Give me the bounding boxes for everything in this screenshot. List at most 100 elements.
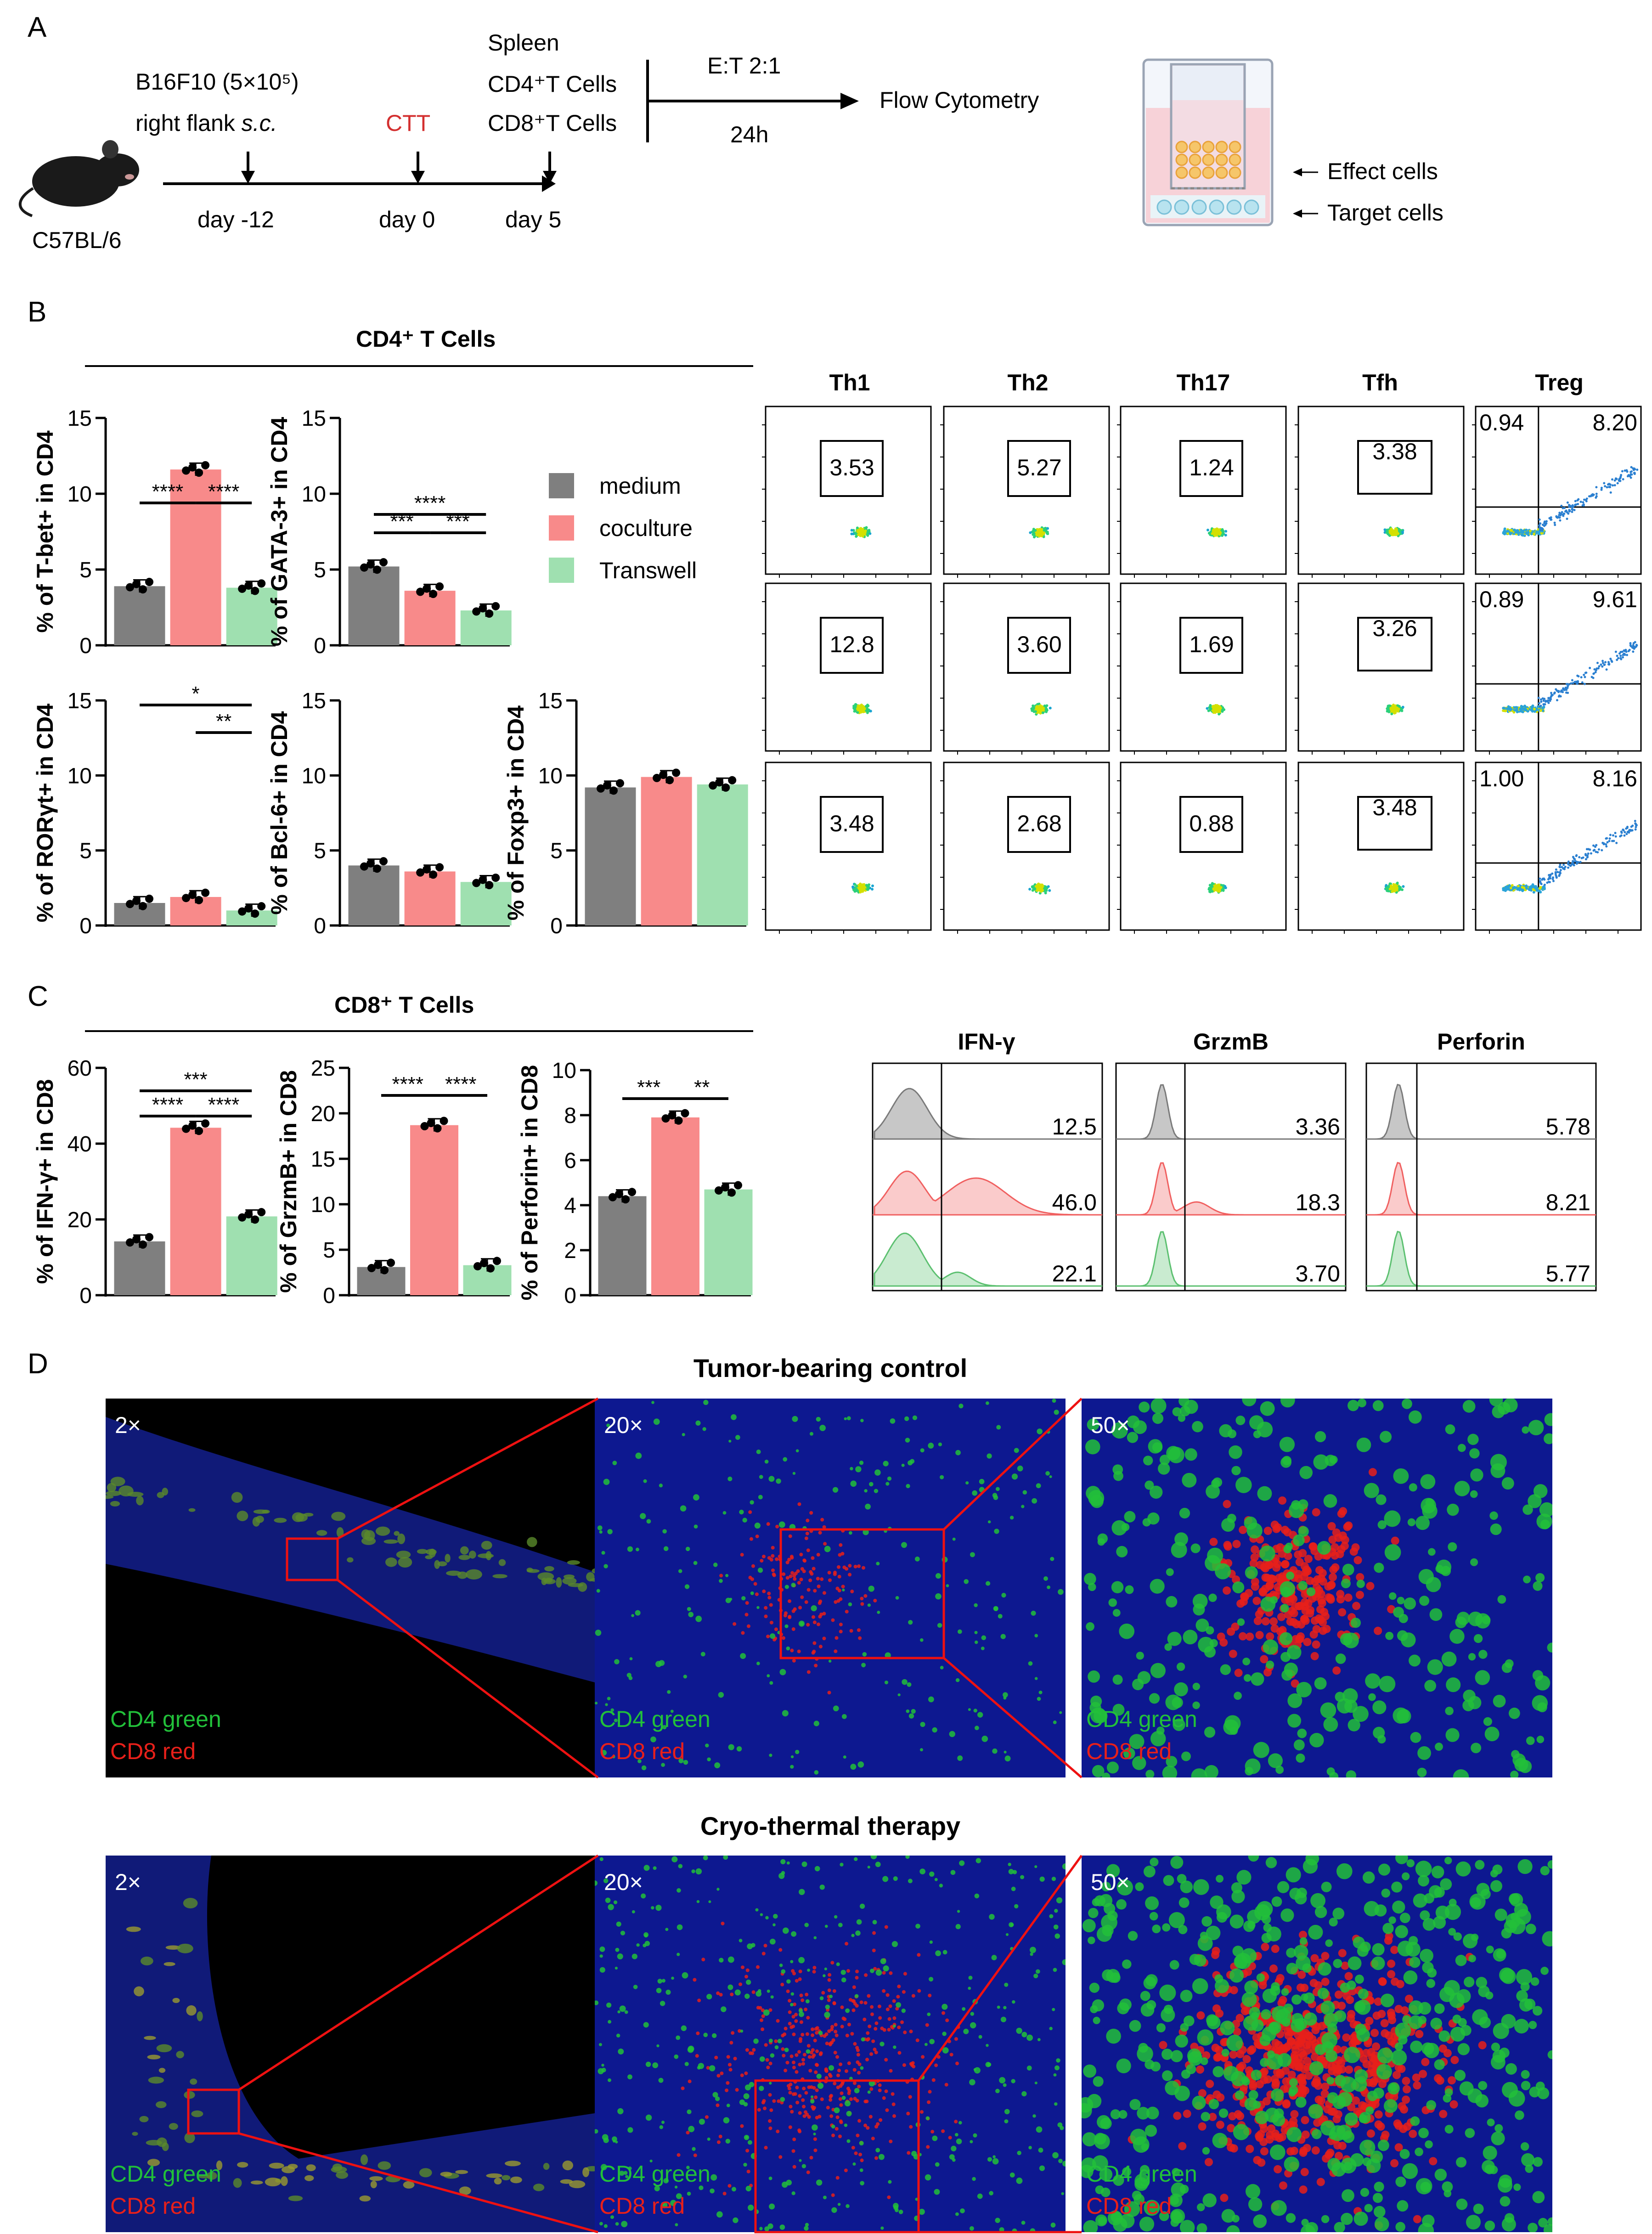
gate-box [1357,617,1432,671]
data-point [661,1114,670,1123]
cd8-cell [829,2114,834,2118]
cd4-cell [1287,1693,1302,1708]
cd4-cell [1398,1613,1408,1624]
cell-cluster [190,2078,197,2085]
cd8-cell [1281,1596,1290,1604]
event-dot [1622,656,1624,659]
tissue-section [106,1856,598,2232]
event-dot [1573,857,1575,860]
cd8-cell [814,2095,818,2099]
cd8-cell [716,2140,721,2144]
cd8-cell [677,2153,681,2157]
cd8-cell [798,1606,802,1610]
cd8-cell [1368,1468,1377,1477]
cd4-cell [629,1657,633,1660]
cd8-cell [841,1585,845,1589]
gate-box [1007,617,1071,674]
cd8-cell [834,2127,839,2131]
cd4-cell [837,2203,841,2206]
cd8-cell [831,2193,835,2197]
cd8-cell [778,2155,783,2159]
cd4-cell [1342,1563,1354,1576]
cd4-cell [1249,1415,1264,1430]
event-dot [1548,881,1551,884]
event-dot [864,705,868,708]
cell-cluster [466,1569,482,1580]
cd8-cell [850,2032,854,2036]
event-dot [1042,532,1045,535]
event-dot [1570,863,1573,866]
cd8-cell [790,1571,795,1575]
cd4-cell [739,1509,744,1515]
event-dot [1402,885,1405,888]
event-dot [1221,528,1224,531]
event-dot [1625,833,1628,835]
data-point [188,891,197,899]
event-dot [867,886,870,889]
cd8-cell [874,2125,879,2129]
event-dot [1532,891,1535,894]
cd4-cell [683,1675,688,1679]
cd8-cell [813,2148,818,2152]
cd4-cell [1043,1576,1048,1581]
cd4-cell [595,1702,598,1705]
cd4-cell [1409,1654,1421,1667]
legend-swatch-coculture [549,515,574,541]
cell-cluster [396,1551,411,1559]
cd8-cell [874,2156,879,2160]
event-dot [862,888,865,891]
event-dot [1539,886,1542,889]
effect-cell [1175,166,1188,179]
cd8-cell [812,1567,816,1571]
event-dot [1622,828,1624,831]
cd8-cell [806,1623,810,1627]
event-dot [1630,466,1633,468]
cd8-cell [872,1931,876,1935]
cd8-cell [818,1645,823,1649]
cd4-cell [1533,1581,1543,1591]
cd8-cell [782,1572,786,1576]
cd4-cell [1190,1543,1201,1553]
event-dot [1612,834,1614,837]
cd4-cell [937,1623,942,1628]
legend-swatch-transwell [549,558,574,583]
significance-label: *** [637,1076,660,1099]
cd4-cell [685,1546,690,1551]
hist-header-perforin: Perforin [1437,1029,1525,1055]
cd8-cell [766,2065,770,2070]
cd4-cell [1341,1579,1351,1589]
event-dot [1034,529,1037,532]
cd8-cell [839,1622,843,1626]
cd8-cell [837,1565,841,1569]
cd4-cell [1136,1652,1144,1660]
cd4-cell [1357,1399,1367,1408]
data-point [479,875,487,884]
cd4-cell [1512,1753,1526,1767]
cd8-cell [822,1636,826,1641]
cd8-cell [800,1595,804,1599]
event-dot [1543,884,1546,886]
cd4-cell [1471,1743,1482,1754]
cd8-cell [788,1534,792,1538]
cell-cluster [164,1962,175,1966]
cd8-cell [1336,1550,1344,1558]
cd4-cell [750,1500,754,1505]
cd4-cell [912,1415,918,1421]
data-point [251,587,259,595]
event-dot [1592,844,1595,847]
cd8-cell [1317,1590,1325,1598]
data-point [722,783,730,792]
cd8-cell [803,2110,807,2114]
cd8-cell [798,1977,802,1981]
cd8-cell [791,1627,795,1631]
cd4-cell [1470,1558,1478,1566]
cd4-cell [1237,1618,1245,1626]
cd8-cell [1304,1555,1313,1563]
cd8-cell [755,1534,759,1539]
cd4-cell [1244,1516,1257,1530]
cd4-cell [1235,1416,1246,1425]
cell-cluster [288,2195,303,2201]
cd4-cell [659,1660,665,1666]
